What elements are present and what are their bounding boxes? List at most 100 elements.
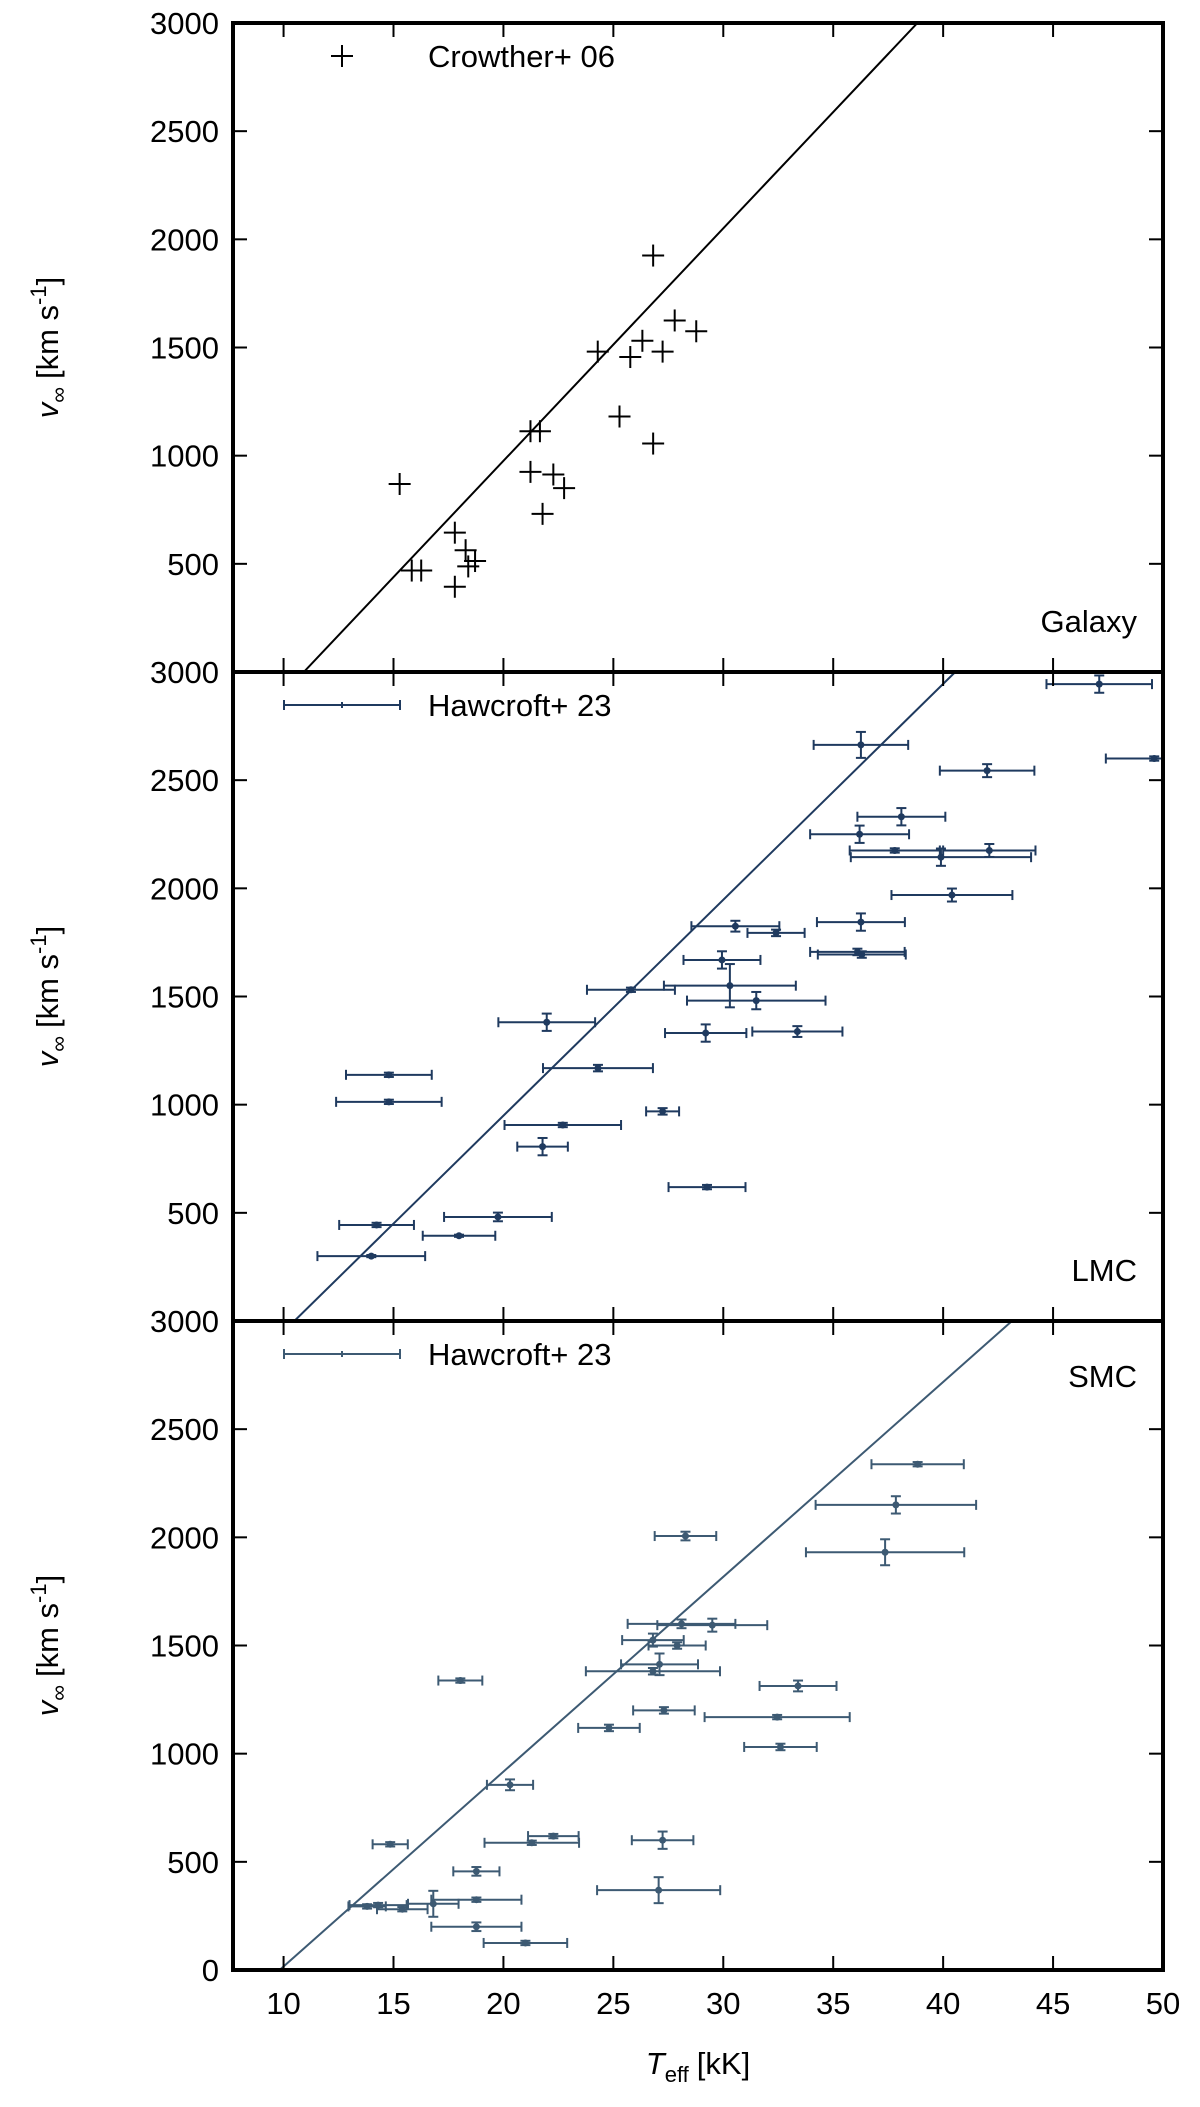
point (649, 1636, 657, 1644)
point (642, 244, 665, 267)
point (472, 1896, 480, 1904)
y-label-subscript: ∞ (46, 1036, 71, 1052)
point (891, 846, 899, 854)
point (363, 1902, 371, 1910)
point (385, 1071, 393, 1079)
point (656, 1660, 664, 1668)
point (1095, 680, 1103, 688)
point (673, 1642, 681, 1649)
point (726, 982, 734, 990)
panel (303, 23, 919, 672)
y-label-unit: [km s (30, 305, 65, 379)
y-tick-label: 3000 (150, 1304, 219, 1339)
point (655, 1886, 663, 1894)
point (472, 1923, 480, 1931)
point (456, 1677, 464, 1685)
point (708, 1621, 716, 1629)
point (549, 1832, 557, 1840)
y-axis-label: v∞ [km s-1] (26, 1575, 71, 1716)
point (649, 1667, 657, 1675)
y-tick-label: 1000 (150, 1737, 219, 1772)
panel (293, 672, 1163, 1321)
x-tick-label: 30 (706, 1986, 740, 2021)
point (660, 1706, 668, 1714)
point (702, 1029, 710, 1037)
y-label-unit: [km s (30, 1603, 65, 1677)
point (659, 1836, 667, 1844)
point (772, 929, 780, 937)
y-label-exponent: -1 (26, 1583, 51, 1603)
x-tick-label: 10 (266, 1986, 300, 2021)
point (455, 1232, 463, 1240)
y-tick-label: 2500 (150, 1412, 219, 1447)
y-tick-label: 2000 (150, 871, 219, 906)
y-label-close: ] (30, 277, 65, 286)
point (685, 320, 708, 343)
point (519, 460, 542, 483)
point (472, 1867, 480, 1875)
y-label-symbol: v (30, 1699, 65, 1716)
plot-frame (231, 21, 1165, 674)
point (528, 1839, 536, 1847)
y-tick-label: 2500 (150, 114, 219, 149)
point (454, 539, 477, 562)
y-label-subscript: ∞ (46, 387, 71, 403)
point (528, 420, 551, 443)
y-tick-label: 500 (167, 1196, 219, 1231)
point (605, 1724, 613, 1732)
y-label-symbol: v (30, 401, 65, 418)
point (752, 997, 760, 1005)
y-tick-label: 3000 (150, 655, 219, 690)
y-tick-label: 1500 (150, 980, 219, 1015)
y-label-exponent: -1 (26, 934, 51, 954)
point (531, 502, 554, 525)
x-axis-label: Teff [kK] (646, 2046, 750, 2087)
point (948, 891, 956, 899)
point (594, 1064, 602, 1072)
point (892, 1501, 900, 1509)
point (429, 1900, 437, 1908)
plot-frame (231, 1319, 1165, 1972)
point (857, 918, 865, 926)
y-axis-label: v∞ [km s-1] (26, 277, 71, 418)
y-tick-label: 0 (202, 1953, 219, 1988)
point (631, 329, 654, 352)
y-label-symbol: v (30, 1050, 65, 1067)
point (506, 1781, 514, 1789)
y-tick-label: 500 (167, 1845, 219, 1880)
point (619, 346, 642, 369)
point (608, 405, 631, 428)
panel (278, 1321, 1013, 1970)
point (443, 521, 466, 544)
x-tick-label: 45 (1036, 1986, 1070, 2021)
point (793, 1028, 801, 1036)
x-tick-label: 25 (596, 1986, 630, 2021)
x-tick-label: 40 (926, 1986, 960, 2021)
legend-label: Hawcroft+ 23 (428, 688, 612, 723)
x-label-symbol: T (646, 2046, 667, 2081)
point (521, 1939, 529, 1947)
point (703, 1183, 711, 1191)
y-tick-label: 3000 (150, 6, 219, 41)
y-tick-label: 1500 (150, 1629, 219, 1664)
y-label-subscript: ∞ (46, 1685, 71, 1701)
x-label-subscript: eff (665, 2062, 690, 2087)
point (856, 830, 864, 838)
point (385, 1098, 393, 1106)
point (857, 741, 865, 749)
point (464, 550, 487, 573)
point (443, 575, 466, 598)
x-tick-label: 15 (376, 1986, 410, 2021)
point (373, 1221, 381, 1229)
point (1150, 755, 1158, 763)
x-tick-label: 35 (816, 1986, 850, 2021)
fit-line (303, 23, 919, 672)
panel-label: LMC (1072, 1253, 1137, 1288)
point (718, 956, 726, 964)
y-tick-label: 1000 (150, 439, 219, 474)
y-tick-label: 1500 (150, 331, 219, 366)
point (559, 1121, 567, 1129)
point (374, 1901, 382, 1909)
point (651, 340, 674, 363)
